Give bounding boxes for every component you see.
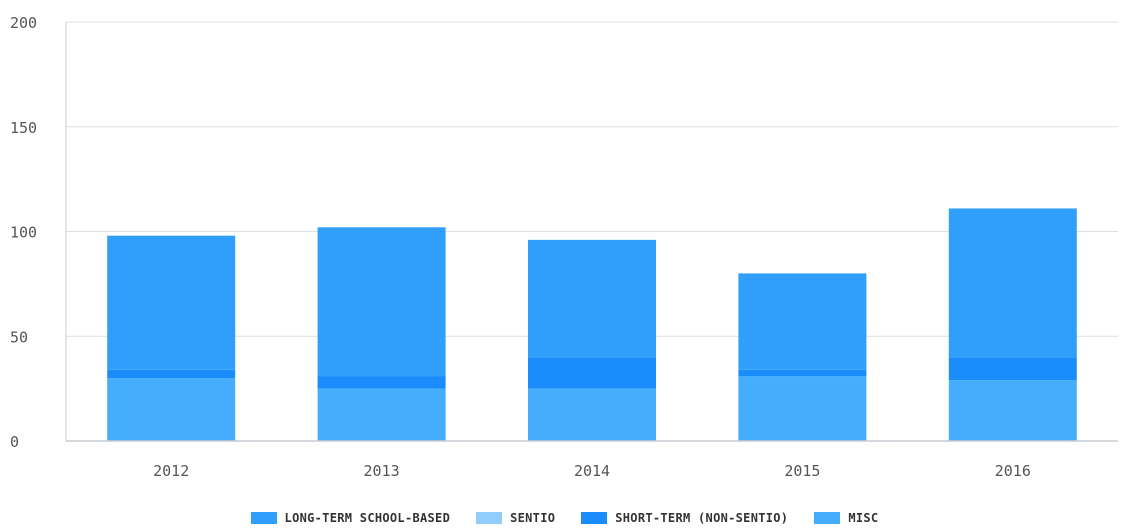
x-tick-label: 2015 xyxy=(784,462,820,480)
bar-segment-long-term-school-based-2016 xyxy=(948,208,1077,358)
bar-segment-short-term-non-sentio-2013 xyxy=(317,376,446,389)
bar-segment-short-term-non-sentio-2012 xyxy=(107,369,236,379)
legend: LONG-TERM SCHOOL-BASED SENTIO SHORT-TERM (… xyxy=(0,505,1129,531)
bar-segment-misc-2015 xyxy=(738,376,867,441)
x-axis-ticks: 2012 2013 2014 2015 2016 xyxy=(153,462,1031,480)
bar-segment-short-term-non-sentio-2016 xyxy=(948,357,1077,381)
bar-segment-short-term-non-sentio-2015 xyxy=(738,369,867,377)
legend-swatch xyxy=(476,512,503,524)
x-tick-label: 2013 xyxy=(364,462,400,480)
y-tick-label: 100 xyxy=(10,224,37,242)
bar-segment-misc-2012 xyxy=(107,378,236,441)
x-tick-label: 2012 xyxy=(153,462,189,480)
legend-item: SHORT-TERM (NON-SENTIO) xyxy=(581,511,788,525)
legend-label: MISC xyxy=(848,511,879,525)
y-axis-ticks: 0 50 100 150 200 xyxy=(10,14,37,451)
legend-swatch xyxy=(250,512,277,524)
x-tick-label: 2014 xyxy=(574,462,610,480)
legend-label: SHORT-TERM (NON-SENTIO) xyxy=(615,511,789,525)
legend-swatch xyxy=(581,512,608,524)
bar-segment-long-term-school-based-2012 xyxy=(107,235,236,370)
bars xyxy=(107,208,1077,441)
legend-swatch xyxy=(814,512,841,524)
bar-segment-long-term-school-based-2014 xyxy=(528,239,656,358)
legend-item: MISC xyxy=(814,511,878,525)
bar-segment-misc-2014 xyxy=(528,388,656,441)
bar-segment-short-term-non-sentio-2014 xyxy=(528,357,656,389)
y-tick-label: 150 xyxy=(10,119,37,137)
bar-segment-misc-2016 xyxy=(948,380,1077,441)
bar-segment-misc-2013 xyxy=(317,388,446,441)
legend-item: LONG-TERM SCHOOL-BASED xyxy=(250,511,451,525)
legend-label: LONG-TERM SCHOOL-BASED xyxy=(284,511,451,525)
y-tick-label: 0 xyxy=(10,433,19,451)
y-tick-label: 50 xyxy=(10,328,28,346)
x-tick-label: 2016 xyxy=(995,462,1031,480)
bar-segment-long-term-school-based-2015 xyxy=(738,273,867,370)
legend-label: SENTIO xyxy=(510,511,556,525)
bar-segment-long-term-school-based-2013 xyxy=(317,227,446,377)
y-tick-label: 200 xyxy=(10,14,37,32)
legend-item: SENTIO xyxy=(476,511,555,525)
